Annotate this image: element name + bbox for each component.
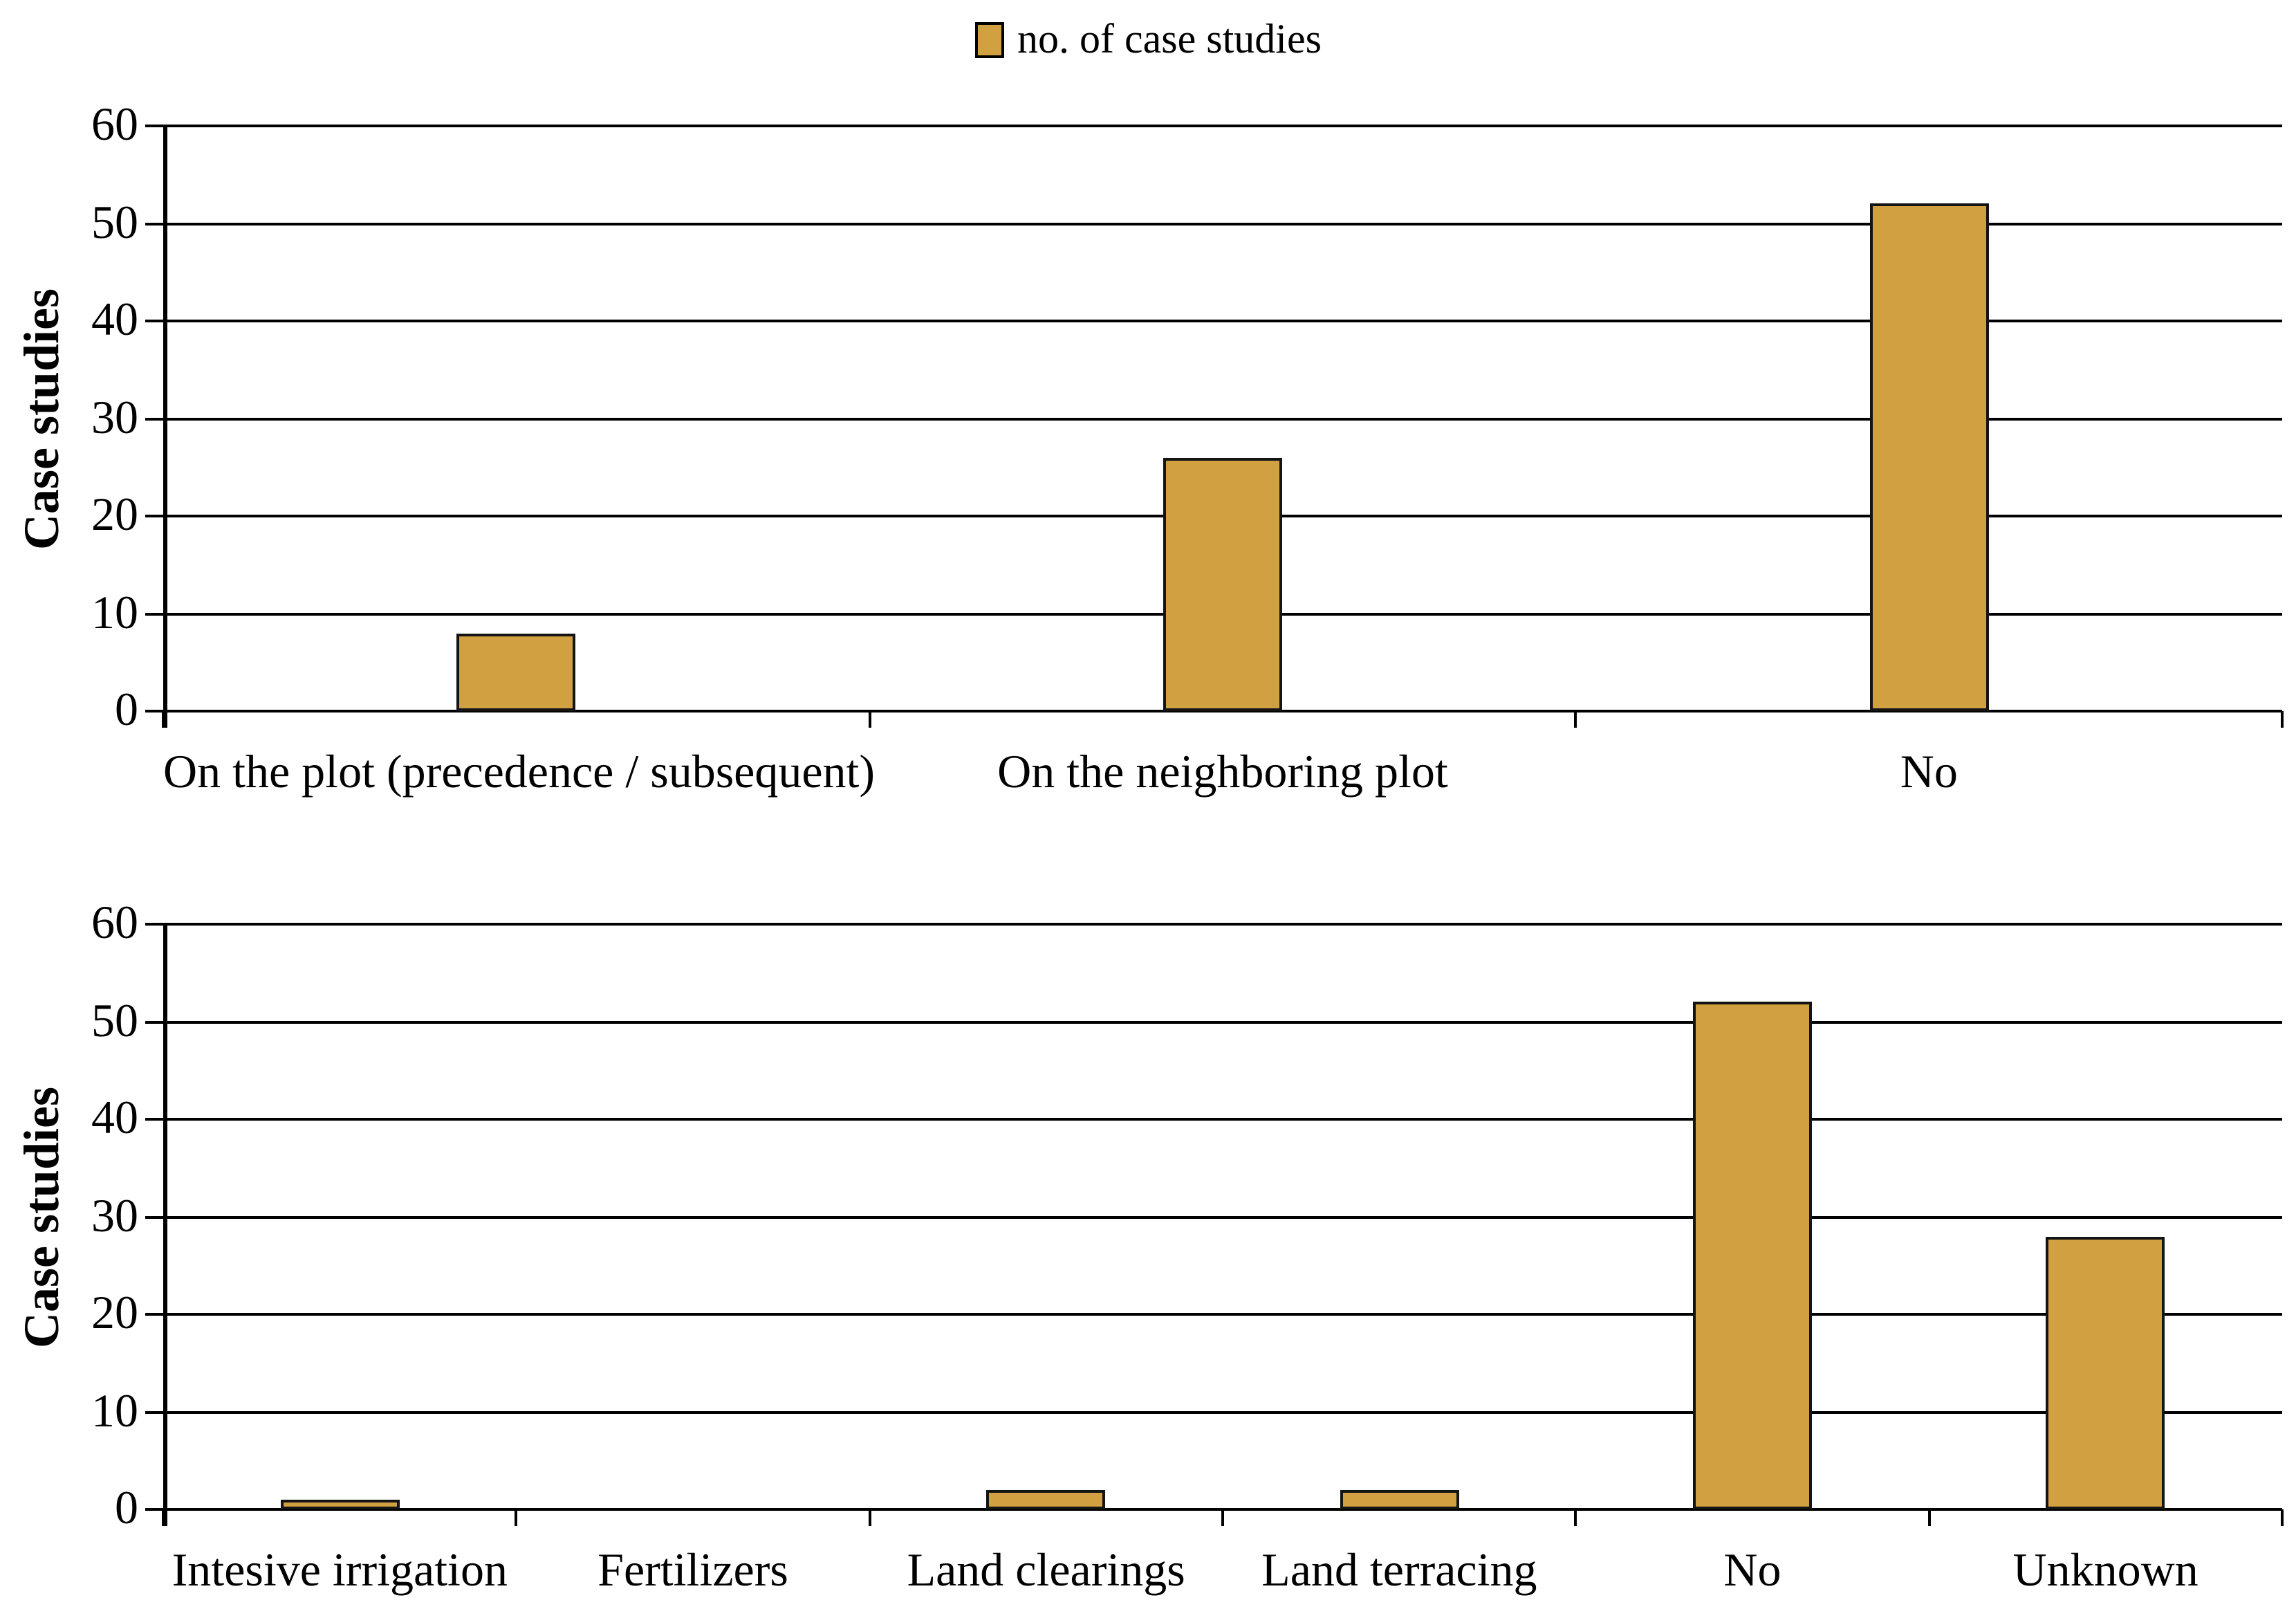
x-axis-boundary-tick — [868, 711, 871, 728]
y-gridline — [163, 923, 2282, 926]
x-category-label: No — [1900, 747, 1958, 798]
y-tick-mark — [145, 1410, 165, 1413]
x-category-label: Land terracing — [1261, 1545, 1537, 1597]
x-axis-boundary-tick — [1221, 1509, 1224, 1526]
x-category-label: On the plot (precedence / subsequent) — [163, 747, 876, 798]
x-axis-boundary-tick — [162, 711, 165, 728]
y-gridline — [163, 1313, 2282, 1316]
y-tick-mark — [145, 612, 165, 615]
y-gridline — [163, 1410, 2282, 1413]
y-tick-mark — [145, 515, 165, 517]
x-category-label: No — [1723, 1545, 1781, 1597]
bar-on-the-neighboring-plot — [1163, 457, 1282, 711]
y-tick-mark — [145, 923, 165, 926]
x-category-label: Intesive irrigation — [172, 1545, 508, 1597]
y-gridline — [163, 1215, 2282, 1218]
y-tick-mark — [145, 1215, 165, 1218]
bar-no — [1869, 203, 1989, 711]
bar-land-terracing — [1340, 1489, 1459, 1509]
y-tick-label: 10 — [91, 587, 138, 638]
y-tick-label: 10 — [91, 1386, 138, 1437]
y-gridline — [163, 417, 2282, 420]
bar-no — [1693, 1002, 1812, 1509]
y-gridline — [163, 710, 2282, 712]
y-gridline — [163, 125, 2282, 127]
y-tick-mark — [145, 1508, 165, 1511]
y-tick-mark — [145, 222, 165, 225]
x-axis-boundary-tick — [2281, 711, 2284, 728]
bar-unknown — [2046, 1236, 2165, 1509]
bar-land-clearings — [986, 1489, 1106, 1509]
x-axis-boundary-tick — [1927, 1509, 1931, 1526]
y-tick-label: 20 — [91, 1288, 138, 1339]
bar-on-the-plot-precedence-subsequent — [456, 633, 576, 711]
x-axis-boundary-tick — [2281, 1509, 2284, 1526]
x-axis-boundary-tick — [1574, 1509, 1577, 1526]
y-tick-label: 20 — [91, 490, 138, 541]
y-tick-label: 30 — [91, 1190, 138, 1242]
x-axis-boundary-tick — [868, 1509, 871, 1526]
y-tick-label: 60 — [91, 100, 138, 151]
x-category-label: On the neighboring plot — [997, 747, 1448, 798]
y-tick-label: 0 — [115, 685, 138, 736]
y-tick-label: 30 — [91, 392, 138, 443]
x-axis-boundary-tick — [515, 1509, 518, 1526]
chart-legend: no. of case studies — [0, 19, 2296, 61]
x-axis-boundary-tick — [1574, 711, 1577, 728]
y-tick-mark — [145, 1118, 165, 1121]
y-tick-label: 60 — [91, 898, 138, 949]
y-axis-line — [163, 924, 167, 1526]
y-tick-label: 50 — [91, 197, 138, 248]
y-tick-mark — [145, 417, 165, 420]
y-tick-label: 50 — [91, 995, 138, 1047]
y-tick-mark — [145, 1313, 165, 1316]
y-tick-mark — [145, 710, 165, 712]
legend-swatch-icon — [974, 22, 1004, 58]
y-tick-mark — [145, 125, 165, 127]
y-tick-label: 40 — [91, 295, 138, 346]
x-axis-boundary-tick — [162, 1509, 165, 1526]
x-category-label: Land clearings — [907, 1545, 1185, 1597]
x-category-label: Unknown — [2012, 1545, 2198, 1597]
bar-intesive-irrigation — [280, 1499, 400, 1509]
x-category-label: Fertilizers — [598, 1545, 788, 1597]
y-tick-label: 0 — [115, 1483, 138, 1534]
y-tick-mark — [145, 320, 165, 322]
y-gridline — [163, 222, 2282, 225]
y-tick-mark — [145, 1020, 165, 1023]
legend-label: no. of case studies — [1017, 17, 1322, 62]
y-tick-label: 40 — [91, 1093, 138, 1144]
y-axis-line — [163, 126, 167, 728]
y-gridline — [163, 1020, 2282, 1023]
y-gridline — [163, 1118, 2282, 1121]
y-gridline — [163, 320, 2282, 322]
